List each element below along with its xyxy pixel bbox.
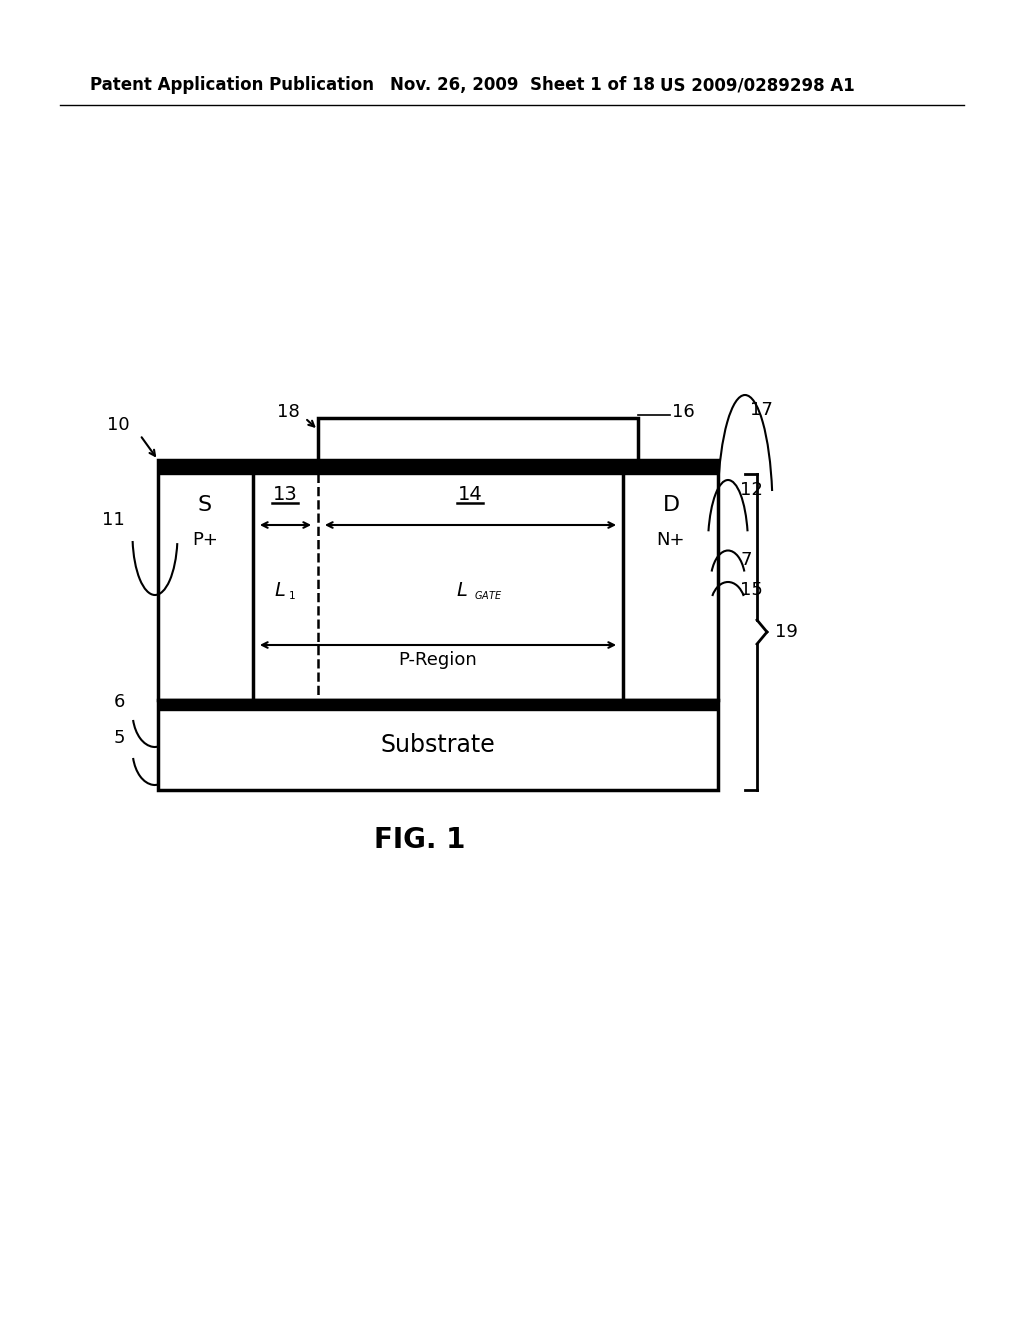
Bar [158, 700, 718, 789]
Text: FIG. 1: FIG. 1 [375, 826, 466, 854]
Text: 13: 13 [272, 486, 297, 504]
Text: 11: 11 [102, 511, 125, 529]
Text: 10: 10 [108, 416, 130, 434]
Text: 14: 14 [458, 486, 482, 504]
Text: P-Region: P-Region [398, 651, 477, 669]
Text: $L$: $L$ [274, 581, 286, 599]
Text: ox: ox [344, 466, 357, 477]
Text: 6: 6 [114, 693, 125, 711]
Text: N+: N+ [656, 531, 685, 549]
Text: 17: 17 [750, 401, 773, 418]
Bar [158, 459, 718, 474]
Text: Substrate: Substrate [381, 733, 496, 756]
Text: Gate: Gate [453, 429, 503, 449]
Text: $_1$: $_1$ [288, 587, 296, 602]
Text: $t$: $t$ [333, 459, 341, 475]
Text: 5: 5 [114, 729, 125, 747]
Text: D: D [663, 495, 680, 515]
Text: Patent Application Publication: Patent Application Publication [90, 77, 374, 94]
Text: 19: 19 [775, 623, 798, 642]
Text: US 2009/0289298 A1: US 2009/0289298 A1 [660, 77, 855, 94]
Text: S: S [198, 495, 212, 515]
Bar [158, 700, 718, 710]
Text: P+: P+ [193, 531, 218, 549]
Text: 16: 16 [672, 403, 694, 421]
Text: 7: 7 [740, 550, 752, 569]
Text: 12: 12 [740, 480, 763, 499]
Text: Nov. 26, 2009  Sheet 1 of 18: Nov. 26, 2009 Sheet 1 of 18 [390, 77, 655, 94]
Text: 15: 15 [740, 581, 763, 599]
Text: $L$: $L$ [456, 581, 468, 599]
Text: 18: 18 [278, 403, 300, 421]
Bar [158, 459, 718, 700]
Bar [318, 418, 638, 459]
Text: $_{GATE}$: $_{GATE}$ [474, 587, 502, 602]
